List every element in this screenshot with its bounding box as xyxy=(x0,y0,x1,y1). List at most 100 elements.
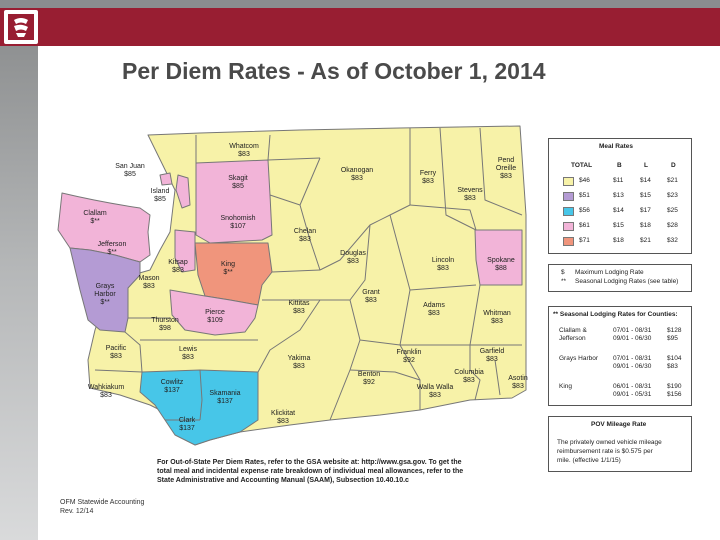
lodging-legend-box: $ Maximum Lodging Rate ** Seasonal Lodgi… xyxy=(548,264,692,292)
meal-l: $18 xyxy=(640,222,651,229)
county-label-clark: Clark $137 xyxy=(178,417,196,432)
county-label-skamania: Skamania $137 xyxy=(209,390,241,405)
county-label-ferry: Ferry $83 xyxy=(419,170,437,185)
legend-symbol-stars: ** xyxy=(561,278,567,285)
meal-l: $17 xyxy=(640,207,651,214)
county-label-asotin: Asotin $83 xyxy=(508,375,528,390)
pov-mileage-box: POV Mileage Rate The privately owned veh… xyxy=(548,416,692,472)
map-grays-harbor xyxy=(69,247,141,333)
meal-swatch xyxy=(563,222,574,231)
pov-title: POV Mileage Rate xyxy=(591,421,647,428)
map-island xyxy=(175,174,191,209)
seasonal-date: 09/01 - 06/30 xyxy=(613,335,652,342)
county-label-whitman: Whitman $83 xyxy=(483,310,511,325)
meal-l: $14 xyxy=(640,177,651,184)
county-label-chelan: Chelan $83 xyxy=(293,228,317,243)
county-label-franklin: Franklin $92 xyxy=(396,349,422,364)
meal-d: $21 xyxy=(667,177,678,184)
county-label-spokane: Spokane $88 xyxy=(487,257,515,272)
seasonal-date: 07/01 - 08/31 xyxy=(613,355,652,362)
legend-text-seasonal: Seasonal Lodging Rates (see table) xyxy=(575,278,679,285)
meal-swatch xyxy=(563,177,574,186)
meal-b: $18 xyxy=(613,237,624,244)
seasonal-date: 06/01 - 08/31 xyxy=(613,383,652,390)
map-skagit-snohomish xyxy=(195,159,273,244)
meal-rates-box: Meal Rates TOTAL B L D $46 $11 $14 $21 $… xyxy=(548,138,692,254)
meal-d: $28 xyxy=(667,222,678,229)
map-kitsap xyxy=(174,229,196,273)
county-label-pierce: Pierce $109 xyxy=(205,309,225,324)
meal-swatch xyxy=(563,207,574,216)
meal-header-b: B xyxy=(617,162,622,169)
seasonal-county: King xyxy=(559,383,573,390)
legend-symbol-dollar: $ xyxy=(561,269,565,276)
meal-l: $21 xyxy=(640,237,651,244)
note-line3: State Administrative and Accounting Manu… xyxy=(157,477,409,484)
pov-text-line3: mile. (effective 1/1/15) xyxy=(557,457,621,464)
note-line2: total meal and incidental expense rate b… xyxy=(157,468,464,475)
meal-swatch xyxy=(563,237,574,246)
seasonal-title: ** Seasonal Lodging Rates for Counties: xyxy=(553,311,678,318)
meal-rates-title: Meal Rates xyxy=(599,143,633,150)
county-label-benton: Benton $92 xyxy=(357,371,381,386)
pov-text-line2: reimbursement rate is $0.575 per xyxy=(557,448,653,455)
county-label-yakima: Yakima $83 xyxy=(287,355,311,370)
seasonal-rate: $128 xyxy=(667,327,682,334)
left-gradient-sidebar xyxy=(0,46,38,540)
footer-line1: OFM Statewide Accounting xyxy=(60,499,145,506)
map-cowlitz-skamania-clark xyxy=(139,369,259,446)
meal-d: $32 xyxy=(667,237,678,244)
county-label-okanogan: Okanogan $83 xyxy=(340,167,374,182)
county-label-pacific: Pacific $83 xyxy=(105,345,127,360)
county-label-adams: Adams $83 xyxy=(423,302,445,317)
county-label-douglas: Douglas $83 xyxy=(340,250,366,265)
meal-b: $15 xyxy=(613,222,624,229)
page-title: Per Diem Rates - As of October 1, 2014 xyxy=(122,58,546,84)
seasonal-date: 07/01 - 08/31 xyxy=(613,327,652,334)
county-label-walla-walla: Walla Walla $83 xyxy=(416,384,454,399)
footer: OFM Statewide Accounting Rev. 12/14 xyxy=(60,498,144,516)
meal-header-d: D xyxy=(671,162,676,169)
legend-text-max: Maximum Lodging Rate xyxy=(575,269,644,276)
county-label-wahkiakum: Wahkiakum $83 xyxy=(87,384,125,399)
meal-l: $15 xyxy=(640,192,651,199)
county-label-king: King $** xyxy=(220,261,236,276)
county-label-stevens: Stevens $83 xyxy=(457,187,483,202)
meal-b: $14 xyxy=(613,207,624,214)
header-bar xyxy=(0,8,720,46)
seasonal-rate: $83 xyxy=(667,363,678,370)
seasonal-date: 09/01 - 05/31 xyxy=(613,391,652,398)
map-spokane xyxy=(474,229,523,286)
county-label-snohomish: Snohomish $107 xyxy=(220,215,256,230)
meal-header-total: TOTAL xyxy=(571,162,593,169)
meal-d: $23 xyxy=(667,192,678,199)
county-label-grays-harbor: Grays Harbor $** xyxy=(94,283,116,306)
map-pierce xyxy=(169,289,259,336)
meal-header-l: L xyxy=(644,162,648,169)
county-label-kitsap: Kitsap $83 xyxy=(168,259,188,274)
county-label-clallam: Clallam $** xyxy=(83,210,107,225)
county-label-whatcom: Whatcom $83 xyxy=(229,143,259,158)
county-label-jefferson: Jefferson $** xyxy=(97,241,127,256)
footer-line2: Rev. 12/14 xyxy=(60,508,94,515)
county-label-pend-oreille: Pend Oreille $83 xyxy=(495,157,517,180)
county-label-skagit: Skagit $85 xyxy=(228,175,248,190)
meal-total: $71 xyxy=(579,237,590,244)
meal-total: $56 xyxy=(579,207,590,214)
county-label-lincoln: Lincoln $83 xyxy=(431,257,455,272)
meal-b: $13 xyxy=(613,192,624,199)
top-gray-strip xyxy=(0,0,720,8)
county-label-klickitat: Klickitat $83 xyxy=(270,410,296,425)
meal-total: $46 xyxy=(579,177,590,184)
note-line1: For Out-of-State Per Diem Rates, refer t… xyxy=(157,459,462,466)
seasonal-date: 09/01 - 06/30 xyxy=(613,363,652,370)
county-label-cowlitz: Cowlitz $137 xyxy=(160,379,184,394)
seasonal-county: Grays Harbor xyxy=(559,355,599,362)
meal-d: $25 xyxy=(667,207,678,214)
seasonal-rate: $190 xyxy=(667,383,682,390)
meal-total: $51 xyxy=(579,192,590,199)
county-label-island: Island $85 xyxy=(150,188,170,203)
seasonal-rate: $156 xyxy=(667,391,682,398)
seasonal-county: Clallam & Jefferson xyxy=(559,327,587,342)
